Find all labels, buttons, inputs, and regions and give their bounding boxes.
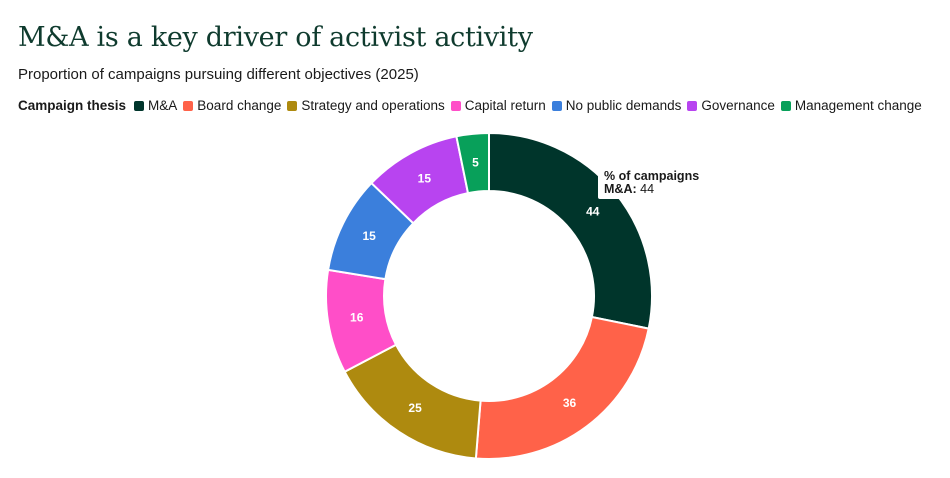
legend-swatch (134, 100, 145, 111)
legend-swatch (183, 100, 194, 111)
chart-subtitle: Proportion of campaigns pursuing differe… (18, 66, 419, 83)
legend-item[interactable]: Management change (780, 98, 922, 113)
tooltip: % of campaigns M&A: 44 (598, 168, 706, 199)
legend-swatch (551, 100, 562, 111)
legend-label: Board change (197, 98, 282, 113)
legend: Campaign thesis M&A Board change Strategy … (18, 98, 928, 113)
tooltip-header: % of campaigns (604, 169, 700, 183)
tooltip-value: 44 (640, 182, 655, 196)
donut-slice[interactable] (474, 315, 650, 460)
legend-label: No public demands (565, 98, 682, 113)
slice-label: 15 (362, 229, 376, 243)
legend-label: M&A (148, 98, 178, 113)
donut-slice[interactable] (455, 131, 490, 195)
slice-label: 5 (472, 156, 479, 170)
tooltip-key: M&A: (604, 182, 637, 196)
slice-label: 36 (563, 396, 577, 410)
legend-swatch (287, 100, 298, 111)
legend-swatch (450, 100, 461, 111)
legend-title: Campaign thesis (18, 98, 127, 113)
chart-title: M&A is a key driver of activist activity (18, 22, 533, 53)
legend-items: M&A Board change Strategy and operations Ca… (134, 98, 928, 113)
slice-label: 16 (350, 310, 364, 324)
legend-swatch (687, 100, 698, 111)
slice-label: 25 (408, 401, 422, 415)
legend-item[interactable]: Board change (183, 98, 281, 113)
legend-swatch (780, 100, 791, 111)
legend-item[interactable]: M&A (134, 98, 177, 113)
legend-label: Governance (701, 98, 775, 113)
donut-slice[interactable] (488, 131, 653, 330)
legend-label: Strategy and operations (301, 98, 445, 113)
slice-label: 44 (586, 204, 600, 218)
legend-item[interactable]: Capital return (450, 98, 546, 113)
slice-label: 15 (418, 172, 432, 186)
legend-label: Management change (794, 98, 922, 113)
legend-item[interactable]: No public demands (551, 98, 682, 113)
legend-label: Capital return (464, 98, 546, 113)
legend-item[interactable]: Strategy and operations (287, 98, 445, 113)
legend-item[interactable]: Governance (687, 98, 775, 113)
